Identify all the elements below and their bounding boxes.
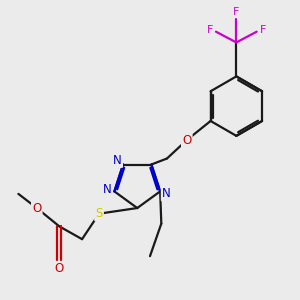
Text: N: N xyxy=(162,187,171,200)
Text: F: F xyxy=(233,7,239,17)
Text: S: S xyxy=(95,207,103,220)
Text: N: N xyxy=(103,184,112,196)
Text: F: F xyxy=(206,25,213,35)
Text: F: F xyxy=(260,25,266,35)
Text: O: O xyxy=(55,262,64,275)
Text: O: O xyxy=(32,202,41,214)
Text: N: N xyxy=(113,154,122,167)
Text: O: O xyxy=(182,134,191,147)
